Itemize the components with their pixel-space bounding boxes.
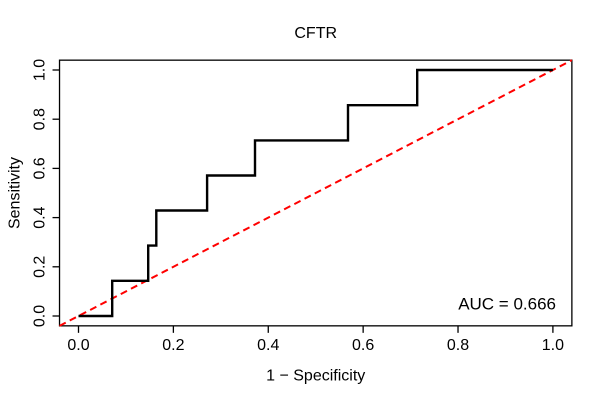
x-tick-label: 0.2 bbox=[162, 337, 184, 354]
y-tick-label: 0.8 bbox=[32, 108, 49, 130]
x-tick-label: 0.8 bbox=[447, 337, 469, 354]
x-tick-label: 0.6 bbox=[352, 337, 374, 354]
roc-curve bbox=[78, 68, 553, 318]
y-tick-label: 0.0 bbox=[32, 305, 49, 327]
auc-annotation: AUC = 0.666 bbox=[458, 295, 556, 314]
y-axis-label: Sensitivity bbox=[7, 157, 24, 229]
plot-box bbox=[58, 59, 573, 327]
x-tick-label: 1.0 bbox=[542, 337, 564, 354]
x-tick-label: 0.4 bbox=[257, 337, 279, 354]
y-tick-label: 0.6 bbox=[32, 157, 49, 179]
x-tick-label: 0.0 bbox=[67, 337, 89, 354]
x-axis-label: 1 − Specificity bbox=[266, 368, 365, 385]
y-tick-label: 0.4 bbox=[32, 206, 49, 228]
y-tick-label: 1.0 bbox=[32, 59, 49, 81]
chance-diagonal-line bbox=[59, 59, 573, 327]
plot-marks: 0.0 0.2 0.4 0.6 0.8 1.0 0.0 0.2 0.4 0.6 0.8 1.0 bbox=[32, 59, 573, 354]
y-tick-label: 0.2 bbox=[32, 256, 49, 278]
chart-title: CFTR bbox=[294, 25, 337, 42]
